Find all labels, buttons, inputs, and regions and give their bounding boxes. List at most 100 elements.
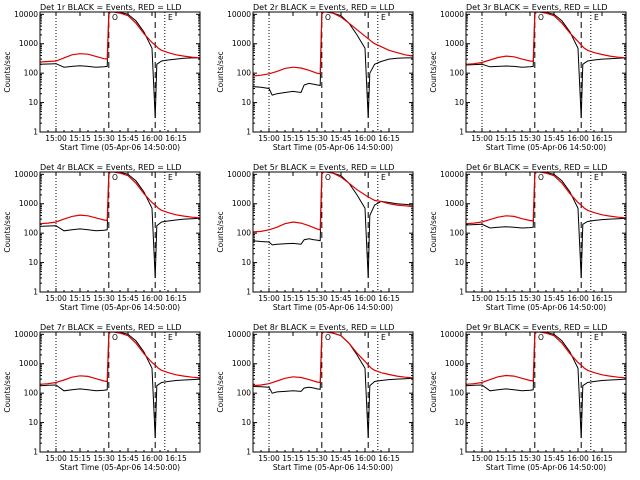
marker-label: E: [168, 333, 173, 342]
plot-frame: [465, 11, 627, 133]
plot-panel: Det 8r BLACK = Events, RED = LLD Counts/s…: [216, 323, 414, 472]
y-tick-label: 100: [24, 229, 39, 238]
y-tick-label: 10: [454, 98, 464, 107]
x-tick-label: 15:45: [117, 294, 139, 303]
marker-label: E: [594, 13, 599, 22]
plot-title: Det 8r BLACK = Events, RED = LLD: [253, 323, 395, 332]
y-tick-label: 1: [459, 128, 464, 137]
x-axis-label: Start Time (05-Apr-06 14:50:00): [486, 463, 606, 472]
y-tick-label: 1: [33, 448, 38, 457]
events-series-line: [40, 12, 200, 119]
x-axis-label: Start Time (05-Apr-06 14:50:00): [60, 143, 180, 152]
events-series-line: [253, 332, 413, 439]
marker-label: O: [112, 173, 118, 182]
x-tick-label: 15:00: [45, 454, 67, 463]
y-tick-label: 1000: [19, 39, 38, 48]
x-axis-label: Start Time (05-Apr-06 14:50:00): [486, 143, 606, 152]
x-tick-label: 15:15: [69, 134, 91, 143]
y-tick-label: 1000: [445, 359, 464, 368]
y-tick-label: 10000: [440, 10, 464, 19]
plot-panel: Det 9r BLACK = Events, RED = LLD Counts/s…: [429, 323, 627, 472]
y-tick-label: 10: [28, 258, 38, 267]
x-tick-label: 15:30: [306, 134, 328, 143]
y-tick-label: 1: [459, 448, 464, 457]
lld-series-line: [466, 172, 626, 225]
y-tick-label: 100: [237, 69, 252, 78]
x-tick-label: 16:00: [354, 294, 376, 303]
plot-panel: Det 4r BLACK = Events, RED = LLD Counts/s…: [3, 163, 201, 312]
marker-label: E: [168, 13, 173, 22]
marker-label: O: [538, 13, 544, 22]
y-tick-label: 10000: [227, 170, 251, 179]
y-tick-label: 10: [28, 98, 38, 107]
y-axis-label: Counts/sec: [429, 371, 438, 412]
events-series-line: [253, 172, 413, 279]
plot-frame: [39, 11, 201, 133]
lld-series-line: [253, 12, 413, 77]
lld-series-line: [40, 332, 200, 385]
events-series-line: [466, 172, 626, 279]
lld-series-line: [466, 332, 626, 385]
y-tick-label: 10: [241, 418, 251, 427]
marker-label: O: [325, 333, 331, 342]
x-axis-label: Start Time (05-Apr-06 14:50:00): [273, 463, 393, 472]
x-tick-label: 15:45: [330, 294, 352, 303]
y-tick-label: 1: [459, 288, 464, 297]
marker-label: O: [325, 173, 331, 182]
plot-title: Det 5r BLACK = Events, RED = LLD: [253, 163, 395, 172]
plot-frame: [465, 171, 627, 293]
x-tick-label: 16:00: [141, 134, 163, 143]
y-tick-label: 10: [454, 258, 464, 267]
x-tick-label: 15:00: [471, 294, 493, 303]
marker-label: E: [594, 173, 599, 182]
x-tick-label: 15:45: [330, 454, 352, 463]
x-tick-label: 15:00: [258, 134, 280, 143]
x-tick-label: 15:30: [306, 294, 328, 303]
x-tick-label: 16:00: [567, 454, 589, 463]
y-axis-label: Counts/sec: [216, 211, 225, 252]
y-tick-label: 10000: [440, 170, 464, 179]
y-tick-label: 1000: [19, 199, 38, 208]
x-tick-label: 15:45: [543, 134, 565, 143]
x-tick-label: 16:00: [567, 134, 589, 143]
y-tick-label: 1: [33, 128, 38, 137]
y-axis-label: Counts/sec: [3, 51, 12, 92]
marker-label: E: [381, 333, 386, 342]
marker-label: O: [538, 333, 544, 342]
x-tick-label: 15:15: [495, 454, 517, 463]
events-series-line: [253, 12, 413, 119]
x-tick-label: 16:15: [165, 134, 187, 143]
x-tick-label: 15:30: [93, 294, 115, 303]
x-tick-label: 16:15: [165, 294, 187, 303]
x-tick-label: 16:15: [378, 294, 400, 303]
x-tick-label: 16:00: [354, 454, 376, 463]
x-tick-label: 16:00: [141, 454, 163, 463]
plot-title: Det 3r BLACK = Events, RED = LLD: [466, 3, 608, 12]
x-tick-label: 15:00: [45, 294, 67, 303]
x-tick-label: 15:45: [543, 454, 565, 463]
x-tick-label: 15:15: [282, 294, 304, 303]
lld-series-line: [466, 12, 626, 65]
y-tick-label: 100: [450, 389, 465, 398]
plot-title: Det 4r BLACK = Events, RED = LLD: [40, 163, 182, 172]
x-tick-label: 15:30: [93, 454, 115, 463]
x-tick-label: 15:30: [519, 294, 541, 303]
x-tick-label: 15:15: [282, 134, 304, 143]
x-tick-label: 15:15: [282, 454, 304, 463]
x-tick-label: 15:30: [306, 454, 328, 463]
marker-label: E: [381, 13, 386, 22]
plot-frame: [252, 331, 414, 453]
plot-title: Det 1r BLACK = Events, RED = LLD: [40, 3, 182, 12]
marker-label: O: [325, 13, 331, 22]
y-tick-label: 100: [450, 69, 465, 78]
marker-label: E: [381, 173, 386, 182]
plot-frame: [39, 331, 201, 453]
lld-series-line: [40, 172, 200, 225]
plot-panel: Det 5r BLACK = Events, RED = LLD Counts/s…: [216, 163, 414, 312]
y-tick-label: 100: [450, 229, 465, 238]
y-tick-label: 1000: [232, 199, 251, 208]
y-tick-label: 10: [454, 418, 464, 427]
x-tick-label: 15:45: [543, 294, 565, 303]
y-tick-label: 100: [237, 229, 252, 238]
